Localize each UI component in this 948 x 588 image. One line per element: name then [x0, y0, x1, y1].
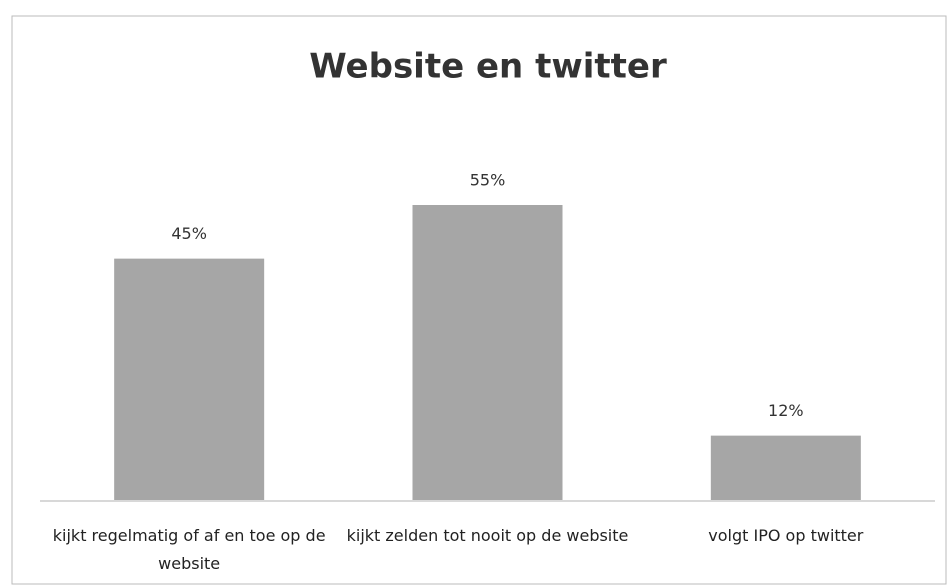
x-tick-label: kijkt zelden tot nooit op de website: [346, 526, 629, 545]
data-label: 45%: [171, 224, 207, 243]
x-tick-label: volgt IPO op twitter: [708, 526, 864, 545]
chart-frame: [11, 15, 947, 585]
data-label: 55%: [470, 171, 506, 190]
chart-title: Website en twitter: [309, 47, 667, 87]
data-label: 12%: [768, 401, 804, 420]
bar: [412, 205, 563, 500]
bar: [114, 258, 265, 500]
bar: [710, 435, 861, 500]
x-tick-label: kijkt regelmatig of af en toe op de webs…: [52, 526, 326, 573]
